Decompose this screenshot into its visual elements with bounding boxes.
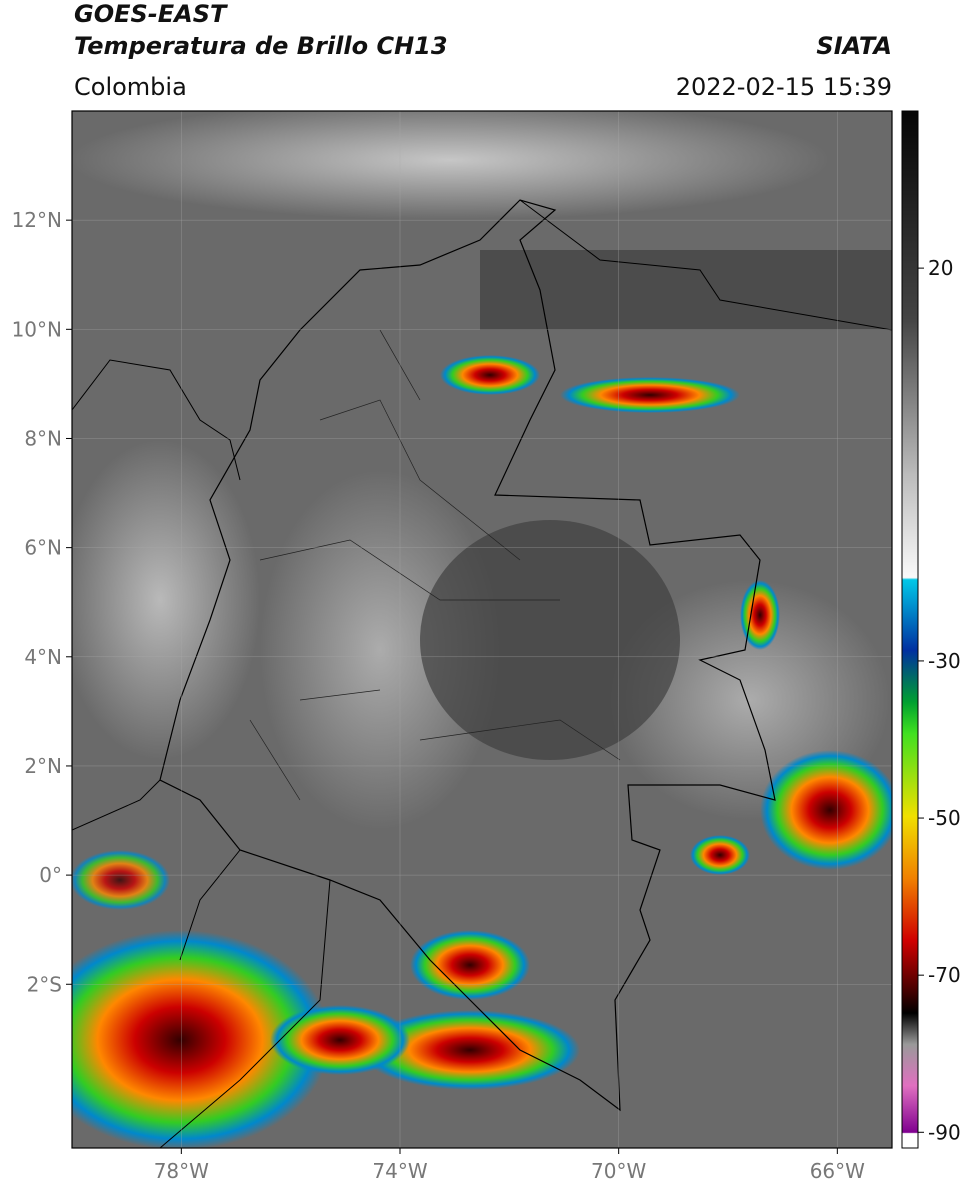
source: SIATA bbox=[816, 32, 892, 60]
country-border bbox=[159, 199, 776, 1112]
lat-tick-label: 2°N bbox=[24, 754, 62, 778]
lat-tick-label: 2°S bbox=[27, 972, 62, 996]
storm-cell bbox=[72, 930, 330, 1148]
storm-cell bbox=[740, 580, 780, 650]
lon-tick-label: 66°W bbox=[810, 1159, 865, 1183]
storm-cell bbox=[360, 1010, 580, 1090]
storm-cell bbox=[760, 750, 892, 870]
lat-tick-label: 12°N bbox=[12, 208, 62, 232]
lat-tick-label: 6°N bbox=[24, 536, 62, 560]
storm-cell bbox=[690, 835, 750, 875]
colorbar-tick-label: -90 bbox=[928, 1120, 961, 1144]
colorbar-tick-label: -50 bbox=[928, 806, 961, 830]
neighbor-border bbox=[72, 199, 892, 1148]
lat-tick-label: 8°N bbox=[24, 426, 62, 450]
colorbar-tick-label: -30 bbox=[928, 649, 961, 673]
lat-tick-label: 10°N bbox=[12, 317, 62, 341]
region: Colombia bbox=[74, 73, 187, 101]
datetime: 2022-02-15 15:39 bbox=[676, 73, 892, 101]
colorbar-tick-label: -70 bbox=[928, 963, 961, 987]
colorbar-tick-label: 20 bbox=[928, 256, 953, 280]
grid bbox=[72, 111, 892, 1148]
dark-area bbox=[420, 520, 680, 760]
lon-tick-label: 78°W bbox=[154, 1159, 209, 1183]
cloud bbox=[260, 470, 500, 830]
title-line-1: GOES-EAST bbox=[74, 0, 228, 28]
storm-cell bbox=[560, 377, 740, 413]
storm-cell bbox=[440, 355, 540, 395]
lon-tick-label: 74°W bbox=[372, 1159, 427, 1183]
lat-tick-label: 4°N bbox=[24, 645, 62, 669]
title-line-2: Temperatura de Brillo CH13 bbox=[74, 32, 448, 60]
lat-tick-label: 0° bbox=[39, 863, 62, 887]
sea-area bbox=[480, 250, 892, 330]
colorbar bbox=[901, 110, 919, 1149]
storm-cell bbox=[72, 850, 170, 910]
cloud bbox=[72, 440, 260, 760]
cloud bbox=[72, 111, 830, 220]
storm-cell bbox=[410, 930, 530, 1000]
map-image bbox=[72, 111, 892, 1148]
lon-tick-label: 70°W bbox=[591, 1159, 646, 1183]
map-frame bbox=[71, 110, 893, 1149]
storm-cell bbox=[270, 1005, 410, 1075]
department-border bbox=[249, 329, 621, 801]
